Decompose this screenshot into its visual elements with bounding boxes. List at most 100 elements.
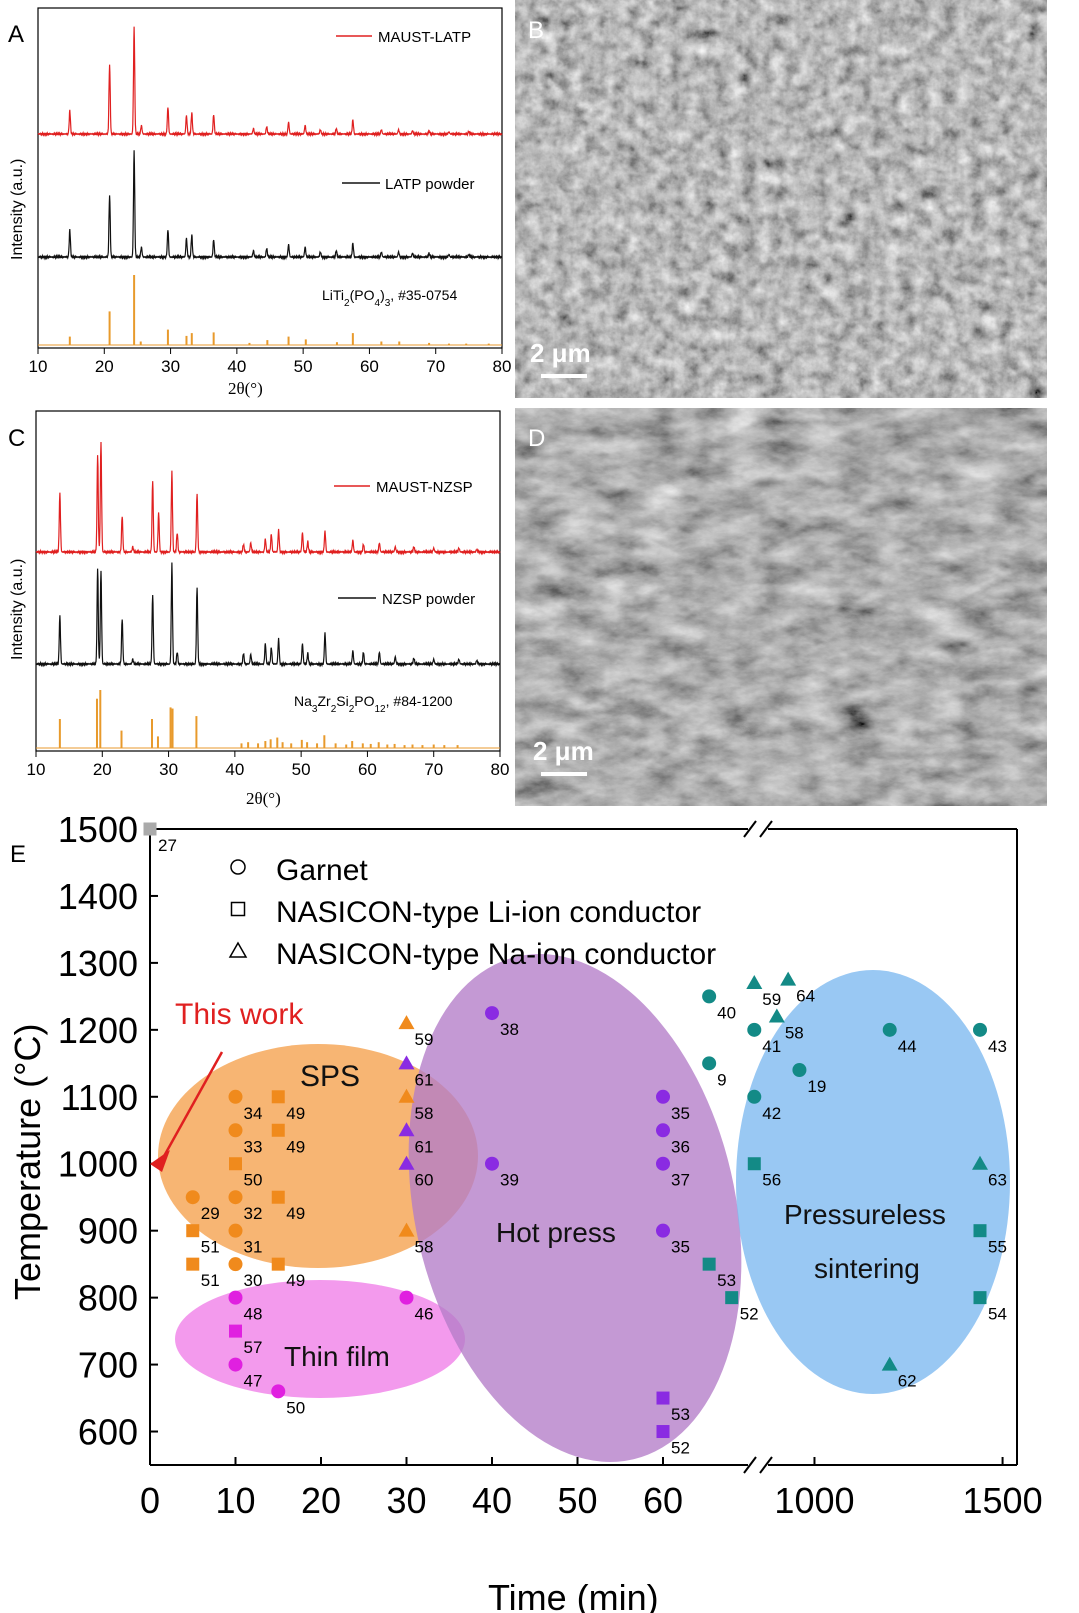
panel-a-plot xyxy=(37,26,503,346)
panel-c: C 10 20 30 40 50 60 70 80 2θ(°) Intensity (a.u.… xyxy=(8,410,510,808)
x-tick-label: 80 xyxy=(493,357,512,376)
data-point-ref: 53 xyxy=(717,1271,736,1290)
data-point-ref: 58 xyxy=(415,1104,434,1123)
data-point-square xyxy=(271,1090,285,1104)
data-point-ref: 50 xyxy=(244,1171,263,1190)
legend-c-sample: MAUST-NZSP xyxy=(376,479,473,496)
legend-a-reference: LiTi2(PO4)3, #35-0754 xyxy=(322,287,457,309)
data-point-ref: 38 xyxy=(500,1020,519,1039)
data-point-circle xyxy=(702,989,717,1004)
x-tick-label: 40 xyxy=(225,760,244,779)
data-point-ref: 60 xyxy=(415,1171,434,1190)
data-point-ref: 61 xyxy=(415,1070,434,1089)
data-point-triangle xyxy=(746,974,763,989)
data-point-ref: 27 xyxy=(158,836,177,855)
data-point-ref: 58 xyxy=(415,1238,434,1257)
data-point-triangle xyxy=(881,1356,898,1371)
data-point-ref: 61 xyxy=(415,1137,434,1156)
panel-a-x-ticks: 10 20 30 40 50 60 70 80 xyxy=(29,348,512,376)
data-point-ref: 54 xyxy=(988,1305,1007,1324)
panel-a-y-axis-label: Intensity (a.u.) xyxy=(9,159,26,260)
x-tick-label: 1000 xyxy=(774,1480,854,1521)
data-point-square xyxy=(973,1291,987,1305)
x-tick-label: 50 xyxy=(557,1480,597,1521)
x-tick-label: 80 xyxy=(491,760,510,779)
data-point-circle xyxy=(792,1063,807,1078)
legend-label: NASICON-type Na-ion conductor xyxy=(276,938,716,971)
data-point-ref: 34 xyxy=(244,1104,263,1123)
legend-marker-square xyxy=(230,901,246,917)
x-tick-label: 0 xyxy=(140,1480,160,1521)
x-tick-label: 60 xyxy=(358,760,377,779)
data-point-circle xyxy=(228,1223,243,1238)
data-point-ref: 52 xyxy=(740,1305,759,1324)
data-point-ref: 53 xyxy=(671,1405,690,1424)
data-point-ref: 50 xyxy=(286,1398,305,1417)
data-point-circle xyxy=(702,1056,717,1071)
data-point-circle xyxy=(656,1223,670,1238)
data-point-circle xyxy=(228,1290,243,1305)
data-point-square xyxy=(747,1157,761,1171)
panel-c-x-ticks: 10 20 30 40 50 60 70 80 xyxy=(27,751,510,779)
data-point-circle xyxy=(485,1006,499,1021)
data-point-ref: 55 xyxy=(988,1238,1007,1257)
data-point-circle xyxy=(656,1089,670,1104)
panel-c-plot xyxy=(35,441,501,749)
x-tick-label: 50 xyxy=(292,760,311,779)
data-point-ref: 49 xyxy=(286,1104,305,1123)
panel-a-x-axis-label: 2θ(°) xyxy=(228,379,263,398)
data-point-ref: 30 xyxy=(244,1271,263,1290)
data-point-square xyxy=(229,1324,242,1338)
data-point-circle xyxy=(882,1022,897,1037)
data-point-ref: 64 xyxy=(796,987,815,1006)
data-point-square xyxy=(725,1291,739,1305)
data-point-ref: 39 xyxy=(500,1171,519,1190)
x-tick-label: 10 xyxy=(27,760,46,779)
axis-break-mark xyxy=(743,820,757,838)
data-point-square xyxy=(229,1157,242,1171)
y-tick-label: 1200 xyxy=(58,1010,138,1051)
data-point-ref: 42 xyxy=(762,1104,781,1123)
region-thin-film xyxy=(175,1280,465,1398)
y-tick-label: 1300 xyxy=(58,943,138,984)
data-point-circle xyxy=(399,1290,414,1305)
data-point-square xyxy=(656,1425,670,1439)
data-point-ref: 48 xyxy=(244,1305,263,1324)
panel-e-regions: SPS Thin film Hot press Pressureless sinteri… xyxy=(158,954,1010,1462)
data-point-ref: 47 xyxy=(244,1372,263,1391)
scale-bar-b xyxy=(541,374,587,378)
data-point-ref: 31 xyxy=(244,1238,263,1257)
data-point-triangle xyxy=(972,1155,988,1170)
x-tick-label: 40 xyxy=(227,357,246,376)
panel-b-label: B xyxy=(528,17,544,44)
legend-a-sample: MAUST-LATP xyxy=(378,29,471,46)
region-pressureless-sintering xyxy=(736,970,1010,1394)
axis-break-mark xyxy=(759,820,773,838)
y-tick-label: 1100 xyxy=(61,1077,138,1118)
x-tick-label: 10 xyxy=(29,357,48,376)
x-tick-label: 50 xyxy=(294,357,313,376)
data-point-square xyxy=(271,1123,285,1137)
panel-e-y-axis-label: Temperature (°C) xyxy=(7,1024,48,1300)
y-tick-label: 600 xyxy=(78,1412,138,1453)
data-point-ref: 19 xyxy=(807,1077,826,1096)
data-point-ref: 36 xyxy=(671,1137,690,1156)
data-point-ref: 32 xyxy=(244,1204,263,1223)
data-point-circle xyxy=(228,1089,243,1104)
data-point-square xyxy=(656,1391,670,1405)
data-point-ref: 52 xyxy=(671,1439,690,1458)
data-point-ref: 49 xyxy=(286,1204,305,1223)
legend-c-powder: NZSP powder xyxy=(382,591,475,608)
legend-marker-triangle xyxy=(228,941,248,958)
x-tick-label: 30 xyxy=(386,1480,426,1521)
x-tick-label: 20 xyxy=(301,1480,341,1521)
axis-break-mark xyxy=(743,1456,757,1474)
data-point-square xyxy=(271,1190,285,1204)
x-tick-label: 20 xyxy=(95,357,114,376)
data-point-ref: 35 xyxy=(671,1104,690,1123)
scale-bar-label-d: 2 μm xyxy=(533,736,594,766)
region-label: sintering xyxy=(814,1253,920,1284)
data-point-triangle xyxy=(398,1155,415,1170)
data-point-circle xyxy=(747,1089,762,1104)
data-point-circle xyxy=(228,1357,243,1372)
